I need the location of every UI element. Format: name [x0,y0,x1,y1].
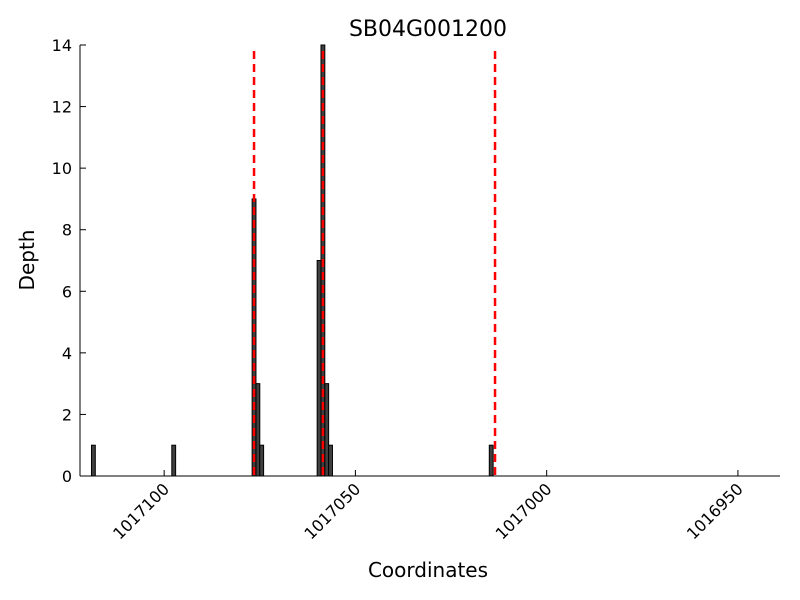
chart-title: SB04G001200 [349,17,507,42]
bar-10 [488,444,494,477]
axes-layer [79,45,780,477]
x-tick-label-1: 1017050 [300,479,364,543]
y-tick-label-2: 4 [62,344,72,363]
x-axis-title: Coordinates [368,558,488,582]
bar-9 [328,444,333,477]
bar-1 [90,444,96,477]
bar-8 [324,383,330,477]
y-tick-label-5: 10 [52,159,72,178]
bar-5 [259,444,265,477]
bars-layer [90,44,494,477]
bar-2 [171,444,177,477]
y-tick-label-3: 6 [62,282,72,301]
reference-lines-layer [252,51,497,476]
x-tick-label-3: 1016950 [683,479,747,543]
bar-4 [255,383,261,477]
y-ticks-layer: 0 2 4 6 8 10 12 14 [52,36,86,486]
x-ticks-layer: 1017100 1017050 1017000 1016950 [109,470,747,543]
y-tick-label-4: 8 [62,221,72,240]
x-tick-label-0: 1017100 [109,479,173,543]
x-tick-label-2: 1017000 [492,479,556,543]
y-tick-label-0: 0 [62,467,72,486]
y-axis-title: Depth [15,230,39,291]
y-tick-label-6: 12 [52,98,72,117]
y-tick-label-7: 14 [52,36,72,55]
y-tick-label-1: 2 [62,405,72,424]
bar-6 [316,260,322,477]
